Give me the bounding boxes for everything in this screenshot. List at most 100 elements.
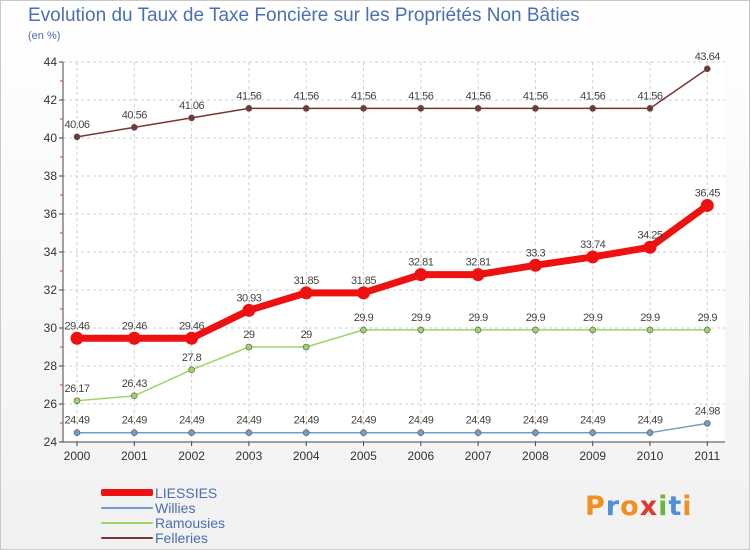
x-tick-label: 2005 (350, 449, 377, 463)
data-label-willies: 24.49 (408, 415, 433, 427)
data-label-liessies: 31.85 (294, 275, 319, 287)
data-point-felleries (532, 105, 539, 112)
data-label-felleries: 41.56 (466, 90, 491, 102)
y-tick-label: 42 (44, 93, 58, 107)
data-point-willies (646, 429, 654, 436)
data-point-willies (360, 429, 367, 436)
proxiti-logo: Proxiti (585, 491, 693, 522)
data-label-ramousies: 29 (243, 329, 255, 341)
data-label-ramousies: 29.9 (526, 312, 546, 324)
x-tick-label: 2003 (236, 449, 263, 463)
data-label-felleries: 41.56 (236, 90, 261, 102)
data-point-felleries (73, 133, 81, 141)
legend-item-willies: Willies (101, 500, 225, 516)
x-tick-label: 2007 (465, 449, 492, 463)
y-tick-label: 40 (44, 131, 58, 145)
data-label-liessies: 33.3 (526, 247, 546, 259)
data-label-felleries: 41.56 (294, 90, 319, 102)
data-label-willies: 24.98 (695, 405, 720, 417)
data-label-felleries: 43.64 (695, 51, 720, 63)
data-point-ramousies (131, 392, 138, 400)
data-point-liessies (586, 250, 600, 264)
data-point-willies (703, 420, 711, 427)
x-tick-label: 2008 (522, 449, 549, 463)
data-label-willies: 24.49 (466, 415, 491, 427)
series-line-felleries (76, 68, 709, 138)
y-tick-label: 38 (44, 169, 58, 183)
data-point-liessies (127, 331, 141, 345)
data-point-felleries (703, 65, 711, 73)
data-label-ramousies: 29.9 (411, 312, 431, 324)
logo-letter: o (620, 491, 640, 522)
data-label-liessies: 32.81 (466, 257, 491, 269)
data-point-liessies (414, 268, 428, 282)
data-label-willies: 24.49 (294, 415, 319, 427)
series-line-willies (76, 422, 709, 434)
data-label-willies: 24.49 (580, 415, 605, 427)
x-tick-label: 2010 (637, 449, 664, 463)
data-label-liessies: 31.85 (351, 275, 376, 287)
data-label-ramousies: 26.17 (64, 383, 89, 395)
y-tick-label: 28 (44, 359, 58, 373)
x-tick-label: 2000 (64, 449, 91, 463)
data-point-felleries (646, 105, 654, 112)
data-point-felleries (360, 105, 367, 112)
data-label-willies: 24.49 (179, 415, 204, 427)
data-label-liessies: 34.25 (637, 229, 662, 241)
data-point-ramousies (589, 326, 597, 334)
data-label-ramousies: 29.9 (468, 312, 488, 324)
data-label-willies: 24.49 (523, 415, 548, 427)
data-label-ramousies: 26.43 (122, 378, 147, 390)
data-point-willies (245, 429, 253, 436)
data-point-ramousies (360, 326, 367, 334)
data-label-willies: 24.49 (64, 415, 89, 427)
data-point-willies (589, 429, 597, 436)
data-point-felleries (589, 105, 597, 112)
data-point-felleries (417, 105, 425, 112)
data-label-felleries: 41.56 (580, 90, 605, 102)
data-label-felleries: 40.56 (122, 109, 147, 121)
data-point-ramousies (417, 326, 425, 334)
legend-swatch (101, 506, 153, 509)
data-point-willies (188, 429, 195, 436)
data-label-ramousies: 29.9 (640, 312, 660, 324)
x-tick-label: 2009 (579, 449, 606, 463)
data-label-willies: 24.49 (122, 415, 147, 427)
data-label-liessies: 29.46 (179, 320, 204, 332)
data-point-liessies (357, 286, 370, 300)
data-point-felleries (474, 105, 482, 112)
data-label-liessies: 33.74 (580, 239, 605, 251)
x-tick-label: 2006 (407, 449, 434, 463)
data-point-ramousies (703, 326, 711, 334)
legend-swatch (101, 489, 153, 496)
data-point-willies (302, 429, 310, 436)
data-point-liessies (299, 286, 313, 300)
x-tick-label: 2011 (694, 449, 720, 463)
data-label-felleries: 41.56 (351, 90, 376, 102)
data-label-felleries: 40.06 (64, 119, 89, 131)
data-point-liessies (185, 331, 199, 345)
logo-letter: x (639, 491, 659, 522)
data-point-liessies (528, 258, 542, 272)
data-label-felleries: 41.56 (523, 90, 548, 102)
data-point-liessies (70, 331, 84, 345)
data-point-felleries (188, 114, 195, 122)
data-label-ramousies: 29.9 (698, 312, 718, 324)
legend-item-felleries: Felleries (101, 529, 225, 546)
chart-legend: LIESSIES Willies Ramousies Felleries (101, 485, 225, 546)
legend-label: Felleries (155, 529, 208, 546)
data-label-willies: 24.49 (637, 415, 662, 427)
logo-letter: i (658, 491, 669, 522)
data-point-willies (73, 429, 81, 436)
y-tick-label: 44 (44, 55, 58, 69)
logo-letter: i (682, 491, 693, 522)
chart-unit-label: (en %) (28, 30, 61, 42)
data-point-liessies (242, 303, 256, 317)
logo-letter: t (668, 491, 683, 522)
data-label-liessies: 29.46 (64, 320, 89, 332)
data-label-felleries: 41.56 (637, 90, 662, 102)
data-point-felleries (245, 105, 253, 112)
data-point-willies (131, 429, 138, 436)
series-line-liessies (73, 201, 711, 342)
